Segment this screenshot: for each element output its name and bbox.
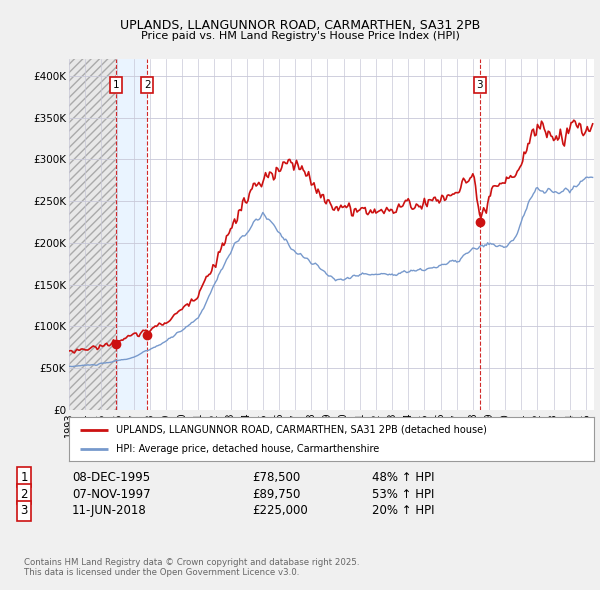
Text: Contains HM Land Registry data © Crown copyright and database right 2025.
This d: Contains HM Land Registry data © Crown c… (24, 558, 359, 577)
Bar (69, 59, 116, 410)
Text: 53% ↑ HPI: 53% ↑ HPI (372, 487, 434, 501)
Text: 3: 3 (476, 80, 483, 90)
Text: 1: 1 (20, 471, 28, 484)
Text: 1: 1 (113, 80, 119, 90)
Text: 11-JUN-2018: 11-JUN-2018 (72, 504, 147, 517)
Text: £78,500: £78,500 (252, 471, 300, 484)
Text: 20% ↑ HPI: 20% ↑ HPI (372, 504, 434, 517)
Text: UPLANDS, LLANGUNNOR ROAD, CARMARTHEN, SA31 2PB (detached house): UPLANDS, LLANGUNNOR ROAD, CARMARTHEN, SA… (116, 425, 487, 434)
Text: HPI: Average price, detached house, Carmarthenshire: HPI: Average price, detached house, Carm… (116, 444, 380, 454)
Text: Price paid vs. HM Land Registry's House Price Index (HPI): Price paid vs. HM Land Registry's House … (140, 31, 460, 41)
Text: 3: 3 (20, 504, 28, 517)
Text: £89,750: £89,750 (252, 487, 301, 501)
Text: 2: 2 (20, 487, 28, 501)
Text: 48% ↑ HPI: 48% ↑ HPI (372, 471, 434, 484)
Text: £225,000: £225,000 (252, 504, 308, 517)
Text: 07-NOV-1997: 07-NOV-1997 (72, 487, 151, 501)
Bar (116, 59, 148, 410)
Text: 2: 2 (144, 80, 151, 90)
Text: UPLANDS, LLANGUNNOR ROAD, CARMARTHEN, SA31 2PB: UPLANDS, LLANGUNNOR ROAD, CARMARTHEN, SA… (120, 19, 480, 32)
Text: 08-DEC-1995: 08-DEC-1995 (72, 471, 150, 484)
